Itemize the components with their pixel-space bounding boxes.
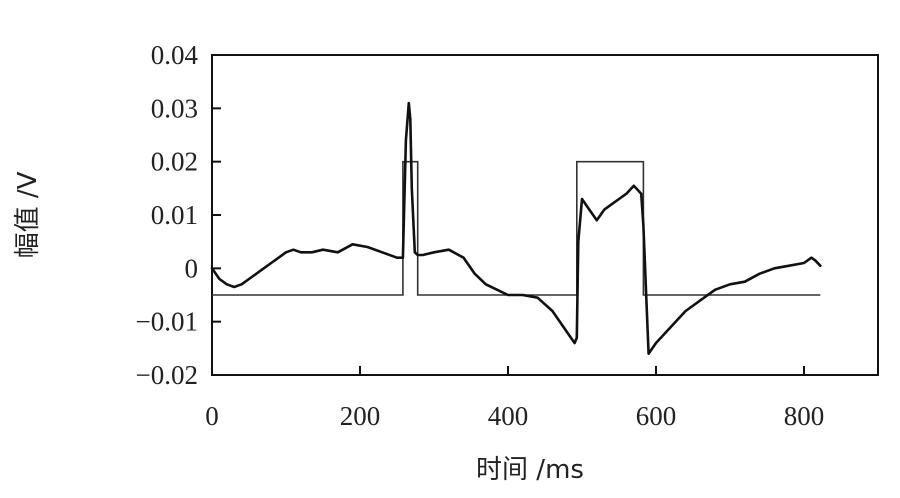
x-axis-label: 时间 /ms (476, 455, 584, 485)
signal-line (210, 101, 822, 356)
x-tick-label: 0 (205, 401, 219, 431)
x-tick-label: 400 (488, 401, 529, 431)
y-tick-label: −0.01 (136, 307, 198, 337)
y-axis-label: 幅值 /V (13, 171, 43, 258)
y-tick-label: 0 (185, 253, 199, 283)
y-tick-label: 0.01 (151, 200, 198, 230)
x-tick-label: 800 (784, 401, 825, 431)
y-tick-label: −0.02 (136, 360, 198, 390)
x-tick-label: 600 (636, 401, 677, 431)
y-tick-label: 0.04 (151, 40, 199, 70)
plot-frame (211, 54, 879, 376)
gate-step-line (212, 160, 821, 296)
y-tick-label: 0.03 (151, 93, 198, 123)
x-axis: 0 200 400 600 800 (205, 366, 824, 431)
y-tick-label: 0.02 (151, 147, 198, 177)
y-axis: −0.02 −0.01 0 0.01 0.02 0.03 0.04 (136, 40, 221, 390)
plot-area (210, 101, 822, 356)
x-tick-label: 200 (340, 401, 381, 431)
